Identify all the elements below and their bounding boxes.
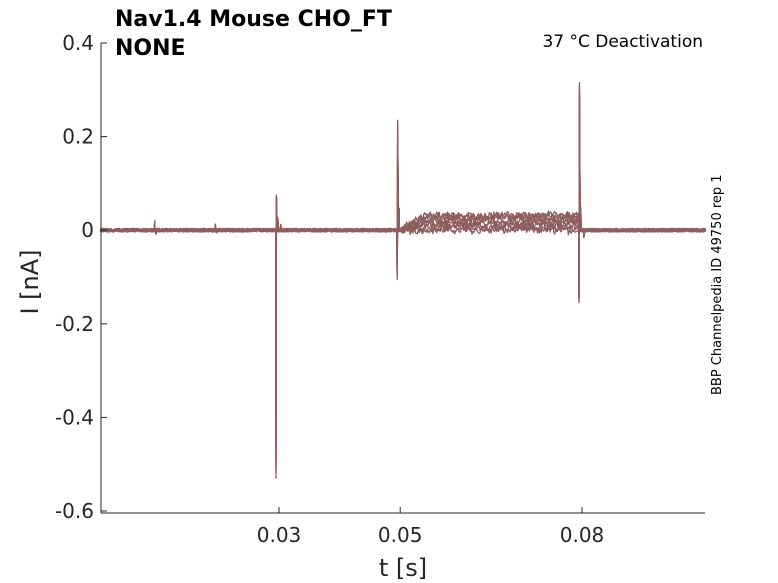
- x-tick-label: 0.05: [378, 523, 423, 547]
- current-trace-1: [99, 104, 706, 442]
- y-tick-label: 0.2: [62, 125, 94, 149]
- chart-title-line-1: Nav1.4 Mouse CHO_FT: [115, 7, 392, 32]
- y-tick-label: -0.6: [55, 499, 94, 523]
- current-trace-2: [99, 101, 707, 447]
- y-tick-label: -0.2: [55, 312, 94, 336]
- title-block: Nav1.4 Mouse CHO_FT NONE: [115, 7, 392, 61]
- current-trace-8: [99, 82, 706, 479]
- current-trace-3: [99, 97, 707, 453]
- y-tick-label: -0.4: [55, 405, 94, 429]
- current-trace-5: [100, 91, 706, 463]
- x-ticks: 0.03 0.05 0.08: [257, 507, 605, 547]
- axes: 0.4 0.2 0 -0.2 -0.4 -0.6 0.03 0.05 0.08: [55, 31, 705, 547]
- current-traces: [99, 82, 707, 479]
- y-tick-label: 0: [81, 218, 94, 242]
- source-id-label: BBP Channelpedia ID 49750 rep 1: [710, 174, 725, 395]
- x-tick-label: 0.08: [560, 523, 605, 547]
- x-axis-label: t [s]: [379, 554, 427, 582]
- current-trace-4: [99, 94, 707, 458]
- y-axis-label: I [nA]: [16, 249, 44, 314]
- y-tick-label: 0.4: [62, 31, 94, 55]
- plot-area: [99, 82, 707, 479]
- protocol-annotation: 37 °C Deactivation: [542, 32, 703, 52]
- current-trace-6: [99, 88, 707, 469]
- chart-title-line-2: NONE: [115, 36, 186, 61]
- current-trace-7: [99, 85, 706, 474]
- y-ticks: 0.4 0.2 0 -0.2 -0.4 -0.6: [55, 31, 107, 523]
- x-tick-label: 0.03: [257, 523, 302, 547]
